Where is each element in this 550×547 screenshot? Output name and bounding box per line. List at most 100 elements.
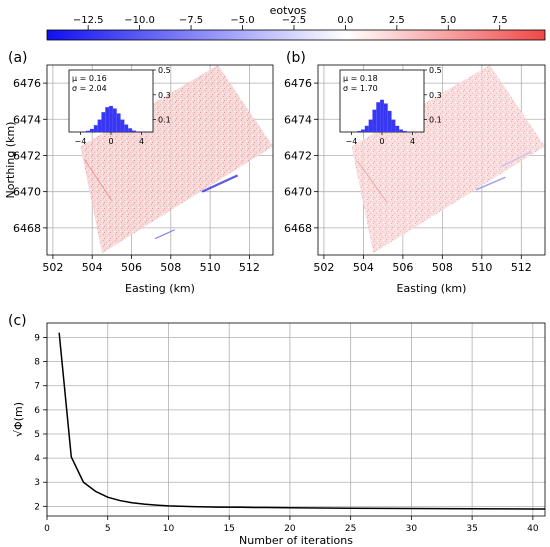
colorbar: eotvos −12.5 −10.0 −7.5 −5.0 −2.5 0.0 2.5 5.0 7.… (46, 4, 546, 41)
y-tick-label: 3 (34, 478, 40, 488)
map-a-x-ticks: 502 504 506 508 510 512 (42, 255, 260, 274)
histogram-bar (132, 130, 136, 132)
colorbar-label: eotvos (270, 4, 307, 17)
x-tick-label: 510 (471, 261, 492, 274)
map-b-x-axis-label: Easting (km) (397, 282, 467, 295)
colorbar-tick-label: 2.5 (389, 15, 405, 26)
x-tick-label: 35 (466, 524, 477, 534)
x-tick-label: 506 (121, 261, 142, 274)
inset-a-x-ticks: −4 0 4 (75, 132, 144, 146)
x-tick-label: 504 (353, 261, 374, 274)
colorbar-tick-label: −2.5 (282, 15, 306, 26)
colorbar-tick-label: −7.5 (179, 15, 203, 26)
inset-y-tick-label: 0.3 (429, 91, 442, 100)
histogram-bar (391, 119, 396, 132)
x-tick-label: 510 (200, 261, 221, 274)
convergence-line (58, 332, 545, 510)
histogram-bar (109, 105, 113, 132)
histogram-bar (124, 124, 129, 132)
x-tick-label: 25 (345, 524, 356, 534)
x-tick-label: 10 (163, 524, 175, 534)
anomaly-streak (501, 151, 532, 167)
y-tick-label: 6470 (284, 186, 312, 199)
histogram-bar (86, 130, 90, 132)
inset-a-y-ticks: 0.1 0.3 0.5 (153, 66, 171, 125)
y-tick-label: 6472 (284, 149, 312, 162)
map-b-inset-histogram: −4 0 4 0.1 0.3 0.5 μ = 0.18 σ = 1.70 (339, 66, 442, 146)
map-panel-a: 502 504 506 508 510 512 64686470647264746476 … (4, 64, 274, 295)
histogram-bar (90, 128, 94, 132)
y-tick-label: 6 (34, 406, 40, 416)
inset-b-sigma: σ = 1.70 (343, 84, 378, 93)
inset-x-tick-label: 4 (410, 137, 415, 146)
histogram-bar (395, 125, 400, 132)
y-tick-label: 6474 (284, 113, 312, 126)
x-tick-label: 508 (432, 261, 453, 274)
inset-y-tick-label: 0.3 (158, 91, 171, 100)
inset-x-tick-label: 4 (139, 137, 144, 146)
colorbar-tick-label: 0.0 (337, 15, 353, 26)
inset-b-mean: μ = 0.18 (343, 74, 378, 83)
y-tick-label: 8 (34, 358, 40, 368)
inset-b-y-ticks: 0.1 0.3 0.5 (424, 66, 442, 125)
anomaly-streak (201, 174, 239, 193)
x-tick-label: 512 (239, 261, 260, 274)
histogram-bar (82, 131, 87, 132)
inset-x-tick-label: −4 (75, 137, 87, 146)
panel-label-c: (c) (8, 313, 27, 329)
y-tick-label: 6468 (13, 222, 41, 235)
convergence-y-ticks: 2 3 4 5 6 7 8 9 (34, 333, 47, 512)
inset-a-bars (82, 105, 144, 132)
map-a-anomalies (83, 158, 239, 240)
x-tick-label: 0 (44, 524, 50, 534)
histogram-bar (135, 131, 140, 132)
colorbar-tick-label: −10.0 (124, 15, 155, 26)
map-b-survey-region (351, 65, 545, 254)
histogram-bar (93, 125, 98, 132)
inset-a-sigma: σ = 2.04 (72, 84, 107, 93)
y-tick-label: 6474 (13, 113, 41, 126)
inset-y-tick-label: 0.5 (429, 66, 442, 75)
inset-y-tick-label: 0.5 (158, 66, 171, 75)
y-tick-label: 6470 (13, 186, 41, 199)
histogram-bar (120, 119, 125, 132)
histogram-bar (383, 103, 388, 132)
map-a-y-axis-label: Northing (km) (4, 122, 17, 199)
inset-x-tick-label: −4 (346, 137, 358, 146)
x-tick-label: 20 (284, 524, 296, 534)
colorbar-ticks: −12.5 −10.0 −7.5 −5.0 −2.5 0.0 2.5 5.0 7.5 (73, 15, 508, 30)
inset-b-x-ticks: −4 0 4 (346, 132, 415, 146)
anomaly-streak (357, 160, 388, 203)
map-a-survey-region (80, 65, 274, 254)
histogram-bar (112, 108, 117, 132)
colorbar-tick-label: −5.0 (230, 15, 254, 26)
y-tick-label: 6472 (13, 149, 41, 162)
y-tick-label: 4 (34, 454, 40, 464)
map-a-inset-histogram: −4 0 4 0.1 0.3 0.5 μ = 0.16 σ = 2.04 (68, 66, 171, 146)
y-tick-label: 2 (34, 502, 40, 512)
anomaly-streak (154, 229, 175, 240)
x-tick-label: 504 (82, 261, 103, 274)
map-b-x-ticks: 502 504 506 508 510 512 (313, 255, 532, 274)
convergence-grid (46, 323, 545, 516)
map-b-frame (317, 64, 546, 256)
histogram-bar (116, 113, 121, 132)
inset-y-tick-label: 0.1 (429, 116, 442, 125)
x-tick-label: 502 (313, 261, 334, 274)
histogram-bar (387, 110, 392, 132)
histogram-bar (380, 99, 384, 132)
histogram-bar (364, 125, 369, 132)
inset-y-tick-label: 0.1 (158, 116, 171, 125)
histogram-bar (97, 119, 102, 132)
x-tick-label: 502 (42, 261, 63, 274)
map-panel-b: 502 504 506 508 510 512 64686470647264746476 … (284, 64, 546, 295)
x-tick-label: 5 (105, 524, 111, 534)
x-tick-label: 512 (511, 261, 532, 274)
map-b-anomalies (357, 151, 532, 203)
map-b-y-ticks: 6468 6470 6472 6474 6476 (284, 77, 318, 235)
x-tick-label: 30 (406, 524, 418, 534)
histogram-bar (101, 112, 106, 132)
colorbar-tick-label: 5.0 (440, 15, 456, 26)
panel-label-a: (a) (8, 50, 28, 66)
